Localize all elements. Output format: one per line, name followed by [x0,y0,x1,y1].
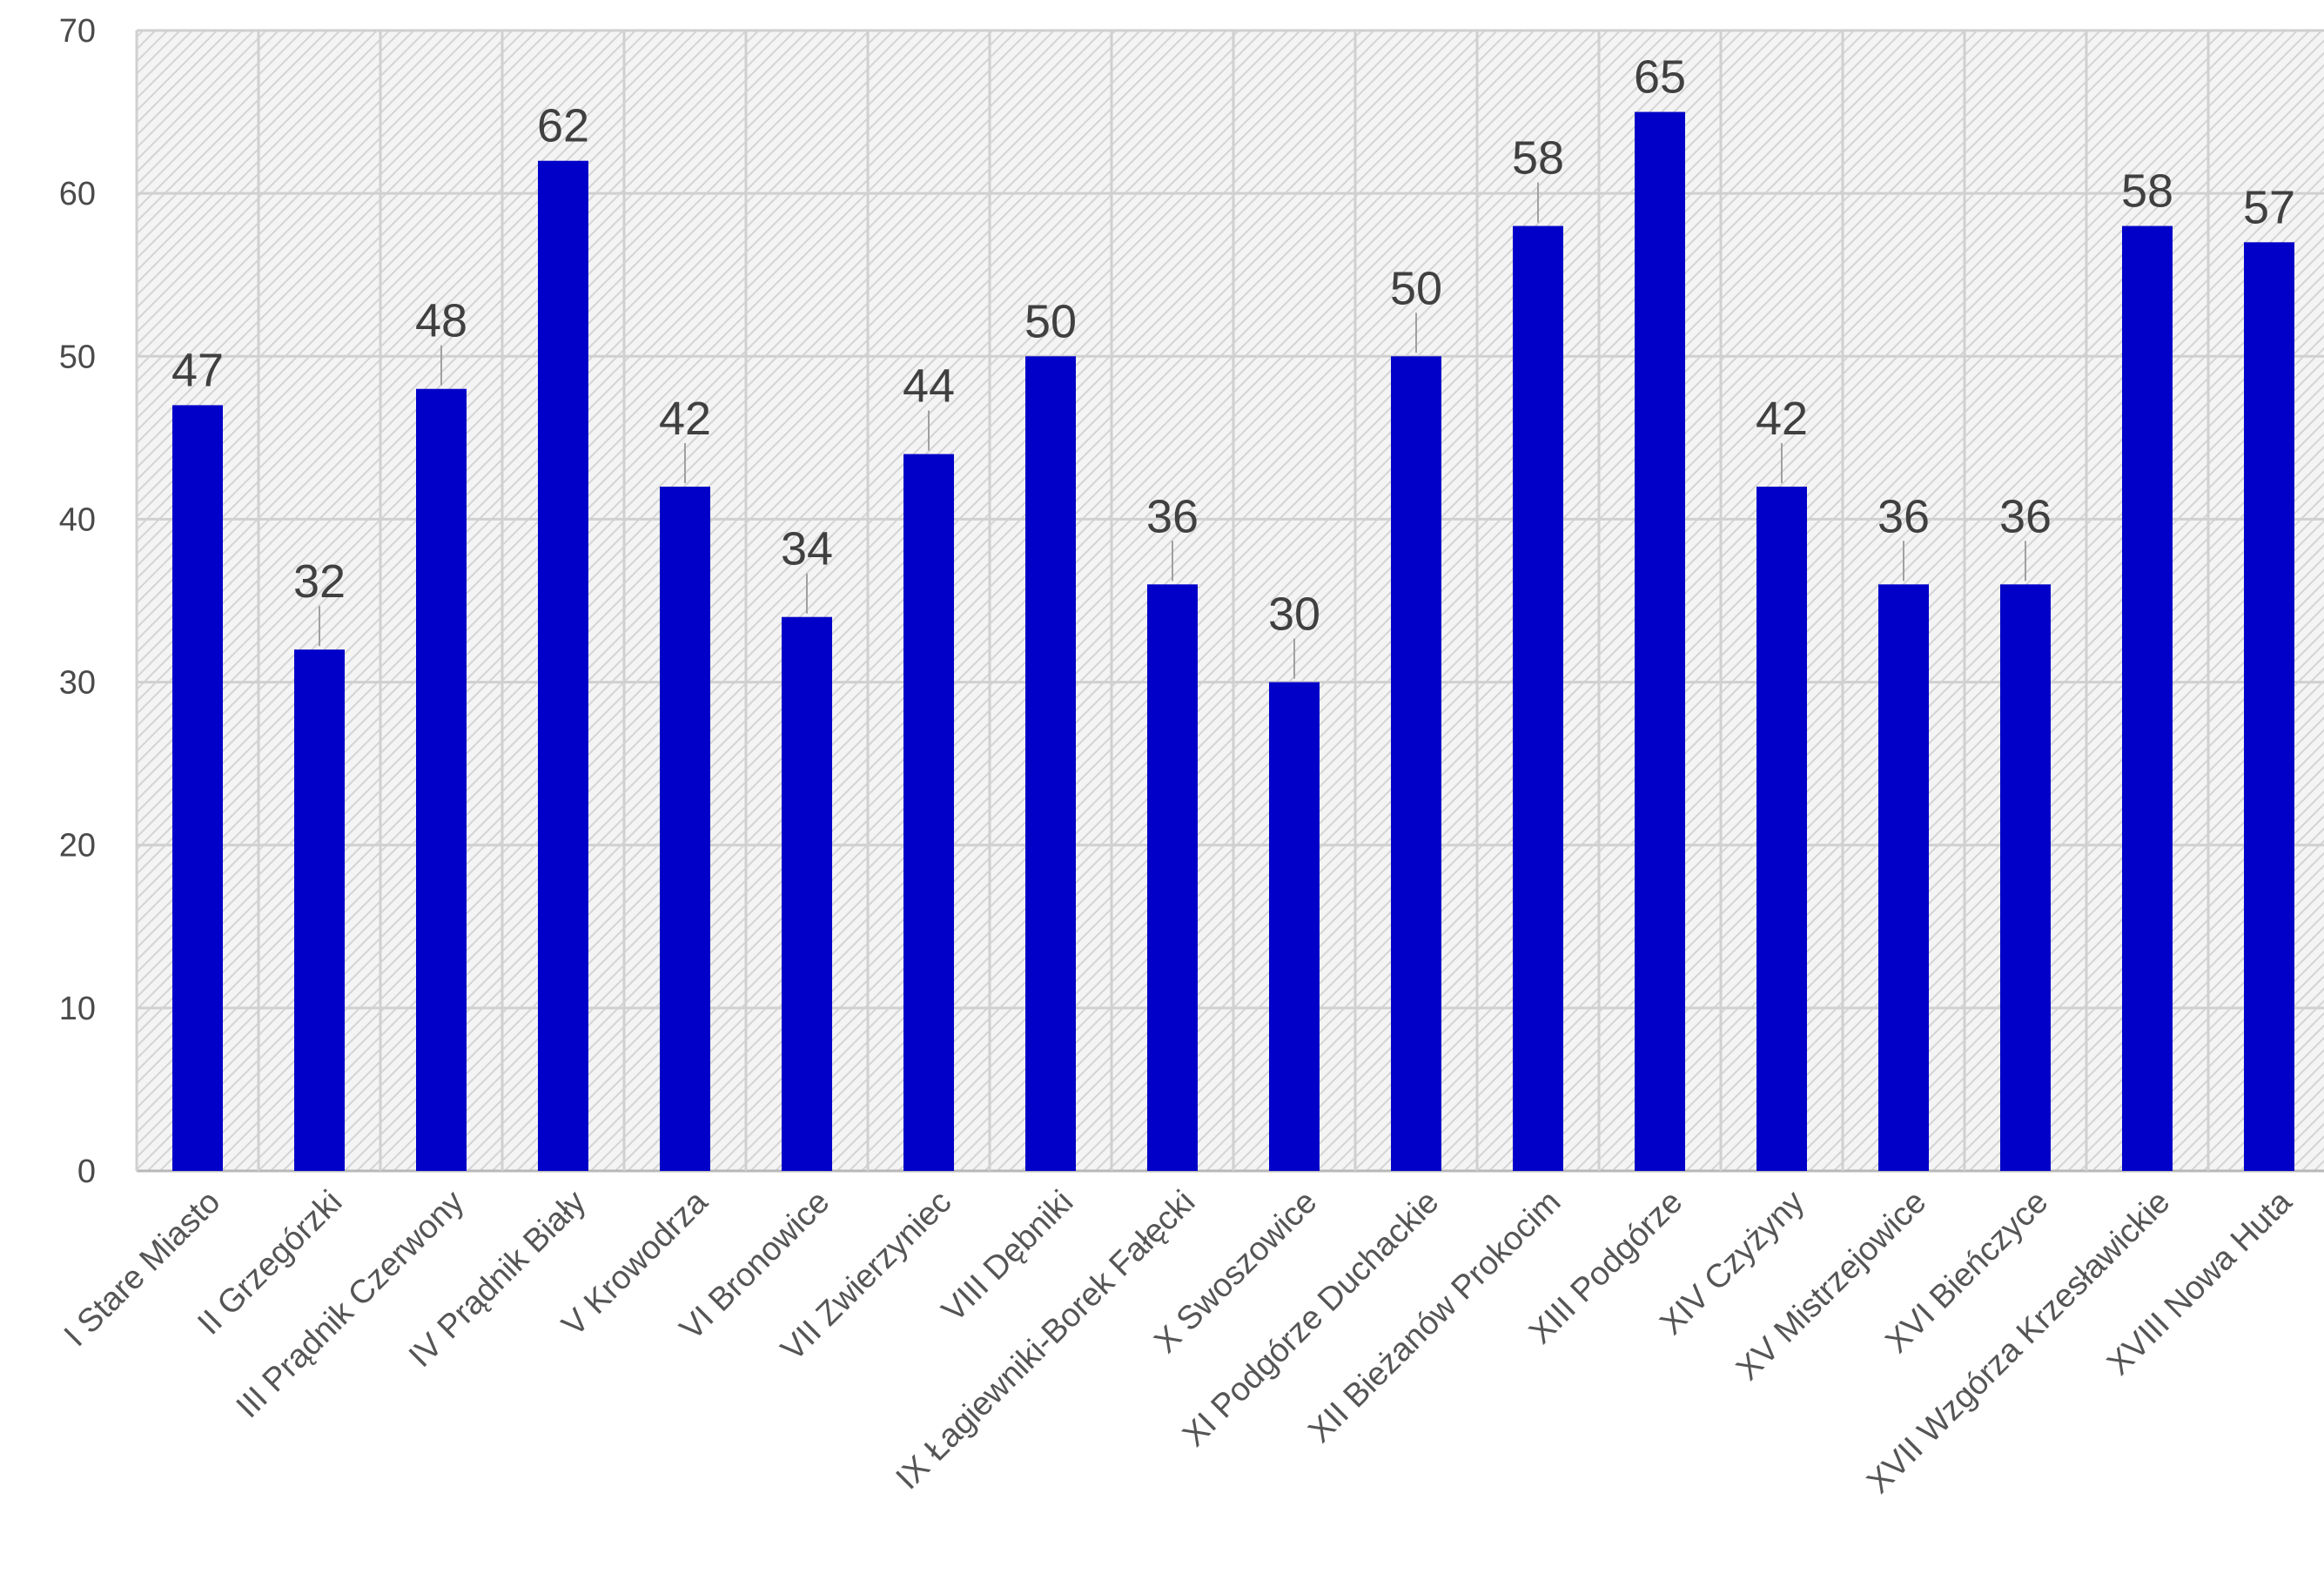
y-tick-label: 60 [59,176,96,212]
y-tick-label: 70 [59,13,96,50]
y-tick-label: 50 [59,339,96,375]
x-tick-label: XI Podgórze Duchackie [1176,1184,1446,1454]
bar [2244,242,2294,1172]
data-label: 36 [1877,490,1930,542]
data-label: 50 [1390,262,1442,314]
data-label: 42 [1756,393,1808,445]
y-axis: 0 10 20 30 40 50 60 70 [59,13,96,1190]
y-tick-label: 0 [77,1153,96,1190]
bar [172,405,223,1171]
bar [294,649,345,1171]
y-tick-label: 40 [59,501,96,538]
bar [1635,111,1685,1172]
data-label: 47 [171,344,224,396]
bars [172,111,2294,1172]
bar [1025,356,1076,1171]
data-label: 58 [1512,132,1564,185]
y-tick-label: 20 [59,828,96,864]
data-label: 44 [903,360,955,413]
leader-lines [319,182,2026,679]
data-label: 57 [2243,181,2295,233]
data-label: 32 [293,555,346,608]
data-labels: 47 32 48 62 42 34 44 50 36 30 50 58 65 42 36 36 58 57 [171,51,2295,641]
data-label: 62 [537,100,589,152]
bar [782,616,832,1171]
data-label: 65 [1634,51,1686,104]
y-tick-label: 30 [59,665,96,702]
bar [538,160,588,1172]
y-tick-label: 10 [59,991,96,1027]
bar [1756,487,1807,1171]
data-label: 58 [2121,165,2173,218]
bar [903,454,954,1171]
bar [1878,584,1929,1171]
bar [660,487,710,1171]
bar [416,388,467,1171]
bar [2000,584,2051,1171]
bar [1269,682,1320,1171]
bar [2122,225,2173,1172]
data-label: 30 [1268,589,1320,641]
data-label: 42 [659,393,711,445]
bar [1147,584,1198,1171]
data-label: 36 [1999,490,2052,542]
data-label: 50 [1024,295,1077,347]
bar [1513,225,1563,1172]
x-tick-label: XII Bieżanów Prokocim [1301,1184,1568,1450]
x-tick-label: III Prądnik Czerwony [230,1184,472,1426]
data-label: 36 [1146,490,1199,542]
bar [1391,356,1441,1171]
data-label: 48 [415,295,467,347]
grid-lines [135,29,2324,1173]
data-label: 34 [781,523,833,575]
